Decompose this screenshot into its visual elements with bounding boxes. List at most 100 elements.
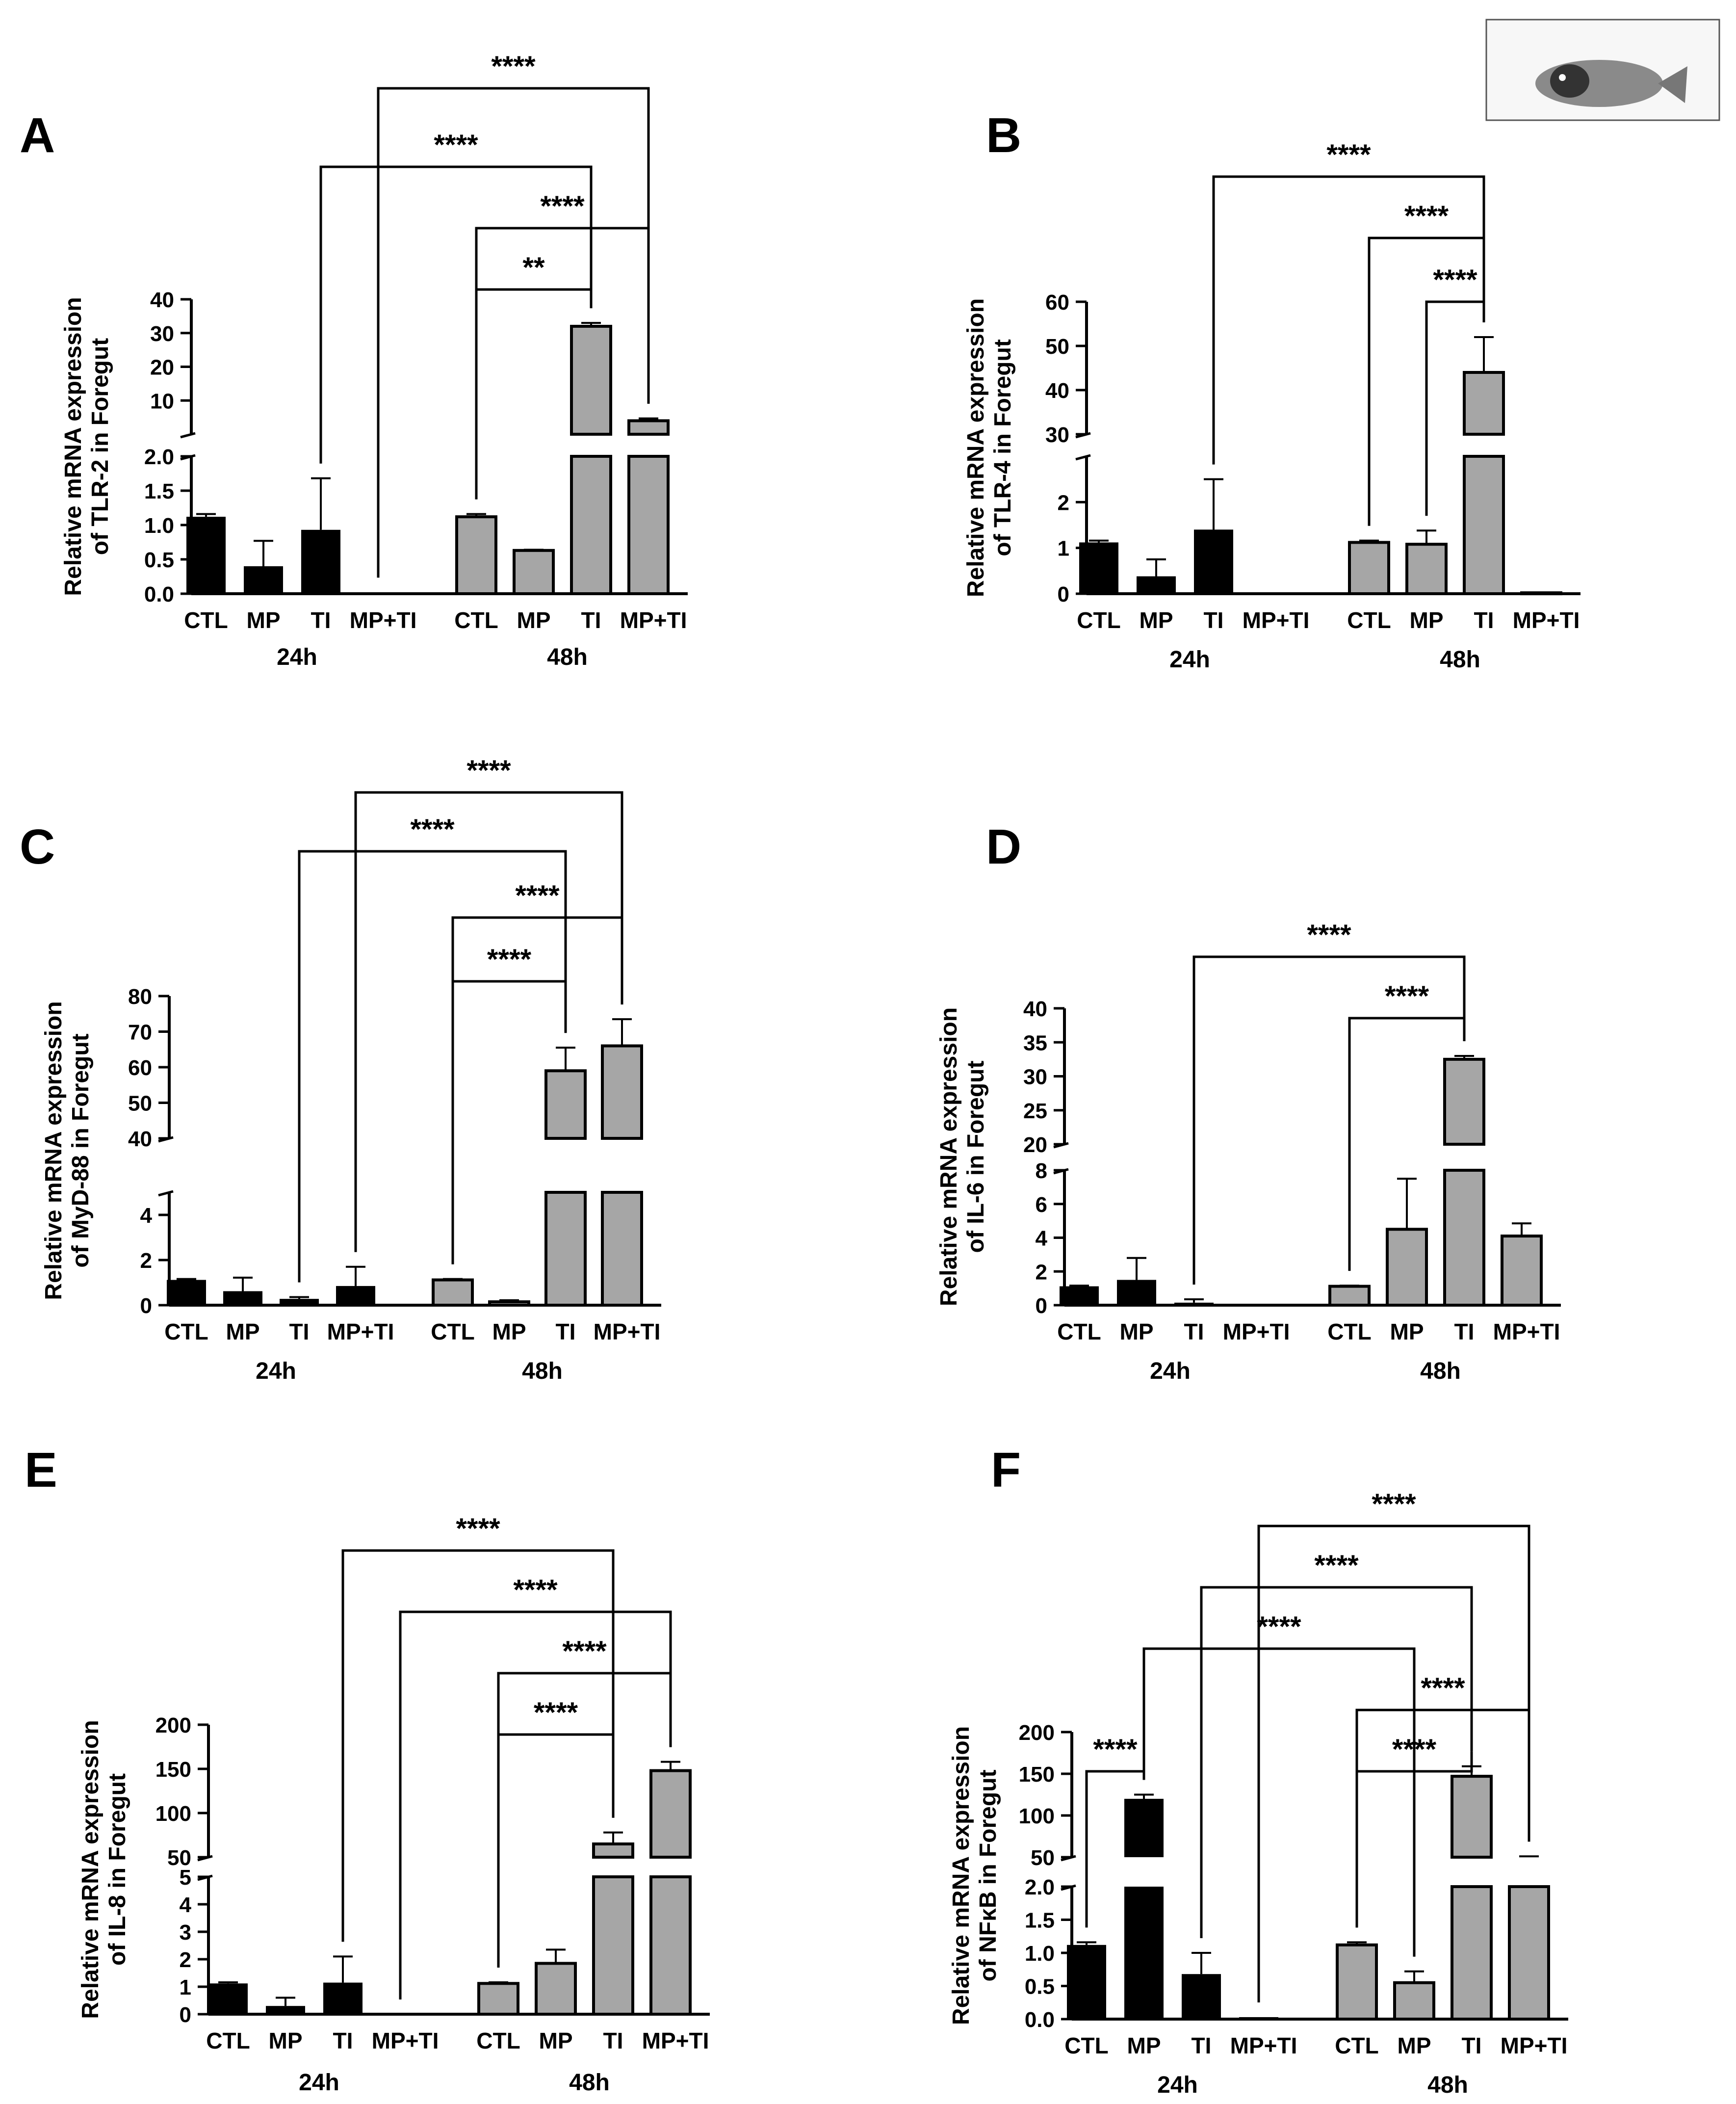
x-category-label: TI [1192,2033,1212,2058]
group-label-24h: 24h [1150,1358,1191,1384]
x-category-label: MP+TI [1493,1319,1560,1344]
y-tick-label: 1.0 [1025,1942,1055,1966]
significance-label: **** [1421,1672,1465,1704]
bar [1393,1981,1435,2021]
y-axis-label: Relative mRNA expression of MyD-88 in For… [41,1001,94,1300]
y-axis-label-line-2: of TLR-2 in Foregut [87,338,113,555]
bar [1451,1885,1493,2021]
x-category-label: MP+TI [327,1319,394,1344]
axis-break-mark [180,432,196,439]
y-axis-label-line-1: Relative mRNA expression [60,297,86,596]
y-tick-label: 50 [1031,1846,1055,1870]
bar [1405,543,1448,595]
y-tick-label: 1.0 [144,514,174,538]
axis-break-mark [158,1136,174,1143]
fish-illustration-icon [1485,19,1720,121]
significance-bracket [319,165,593,464]
bar [186,517,226,594]
x-category-label: TI [289,1319,310,1344]
y-tick-label: 0 [1036,1294,1047,1318]
significance-bracket [451,916,623,1264]
bar [592,1875,634,2016]
bar [1443,1169,1485,1307]
significance-label: **** [534,1697,578,1729]
significance-label: **** [515,880,560,912]
panel-b: B Relative mRNA expression of TLR-4 in For… [963,108,1581,673]
x-category-label: CTL [1057,1319,1101,1344]
x-category-label: CTL [1077,607,1120,633]
x-category-label: TI [1184,1319,1204,1344]
axis-break-gap [1462,436,1506,455]
x-category-label: TI [333,2028,353,2053]
bar [1463,455,1505,595]
y-tick-label: 4 [1036,1227,1048,1251]
x-category-label: MP [1398,2033,1431,2058]
x-category-label: MP [269,2028,303,2053]
significance-bracket [1192,955,1466,1285]
bar [1137,576,1176,594]
panel-letter: B [986,108,1021,163]
axis-break-gap [600,1140,644,1191]
bar-upper [1451,1775,1493,1859]
axis-break-gap [1450,1859,1494,1885]
bar [1194,529,1233,594]
bar [301,529,340,594]
significance-bracket [1368,237,1485,526]
fish-head [1550,64,1589,98]
x-category-label: MP [1410,607,1444,633]
x-category-label: CTL [1064,2033,1108,2058]
x-category-label: CTL [1327,1319,1371,1344]
bar [280,1299,319,1305]
panel-letter: F [991,1443,1021,1498]
x-category-label: MP+TI [372,2028,439,2053]
bar-upper [649,1769,692,1859]
significance-label: **** [1392,1734,1437,1765]
group-label-48h: 48h [569,2070,610,2096]
significance-label: **** [1093,1734,1138,1765]
significance-label: **** [1404,200,1449,232]
y-tick-label: 0.5 [1025,1975,1055,1999]
group-label-48h: 48h [1440,647,1480,673]
axis-break-gap [648,1859,693,1875]
significance-label: **** [1433,264,1477,296]
bar [208,1983,248,2014]
axis-break-mark [197,1855,213,1862]
y-tick-label: 30 [1023,1065,1047,1089]
axis-break-mark [1053,1142,1069,1149]
y-tick-label: 40 [128,1127,152,1151]
x-category-label: MP [1140,607,1173,633]
y-tick-label: 4 [180,1893,192,1917]
x-category-label: TI [1462,2033,1482,2058]
bar [1386,1228,1428,1307]
y-tick-label: 0.0 [144,582,174,606]
group-label-24h: 24h [1169,647,1210,673]
bar [323,1982,363,2014]
x-category-label: CTL [454,607,498,633]
significance-label: **** [487,944,532,975]
bar [1117,1280,1156,1305]
bar [455,515,497,595]
x-category-label: MP+TI [1501,2033,1568,2058]
bar-upper [592,1842,634,1859]
significance-bracket [1257,1525,1530,2002]
x-category-label: MP+TI [350,607,417,633]
y-tick-label: 50 [167,1846,191,1870]
x-category-label: MP [517,607,551,633]
y-tick-label: 5 [180,1866,191,1890]
bar [266,2006,305,2014]
y-tick-label: 20 [150,356,174,380]
x-category-label: MP [1127,2033,1161,2058]
axis-break-gap [544,1140,588,1191]
bar-upper [570,325,612,436]
panel-letter: D [986,819,1021,874]
panel-c: C Relative mRNA expression of MyD-88 in Fo… [20,755,661,1384]
y-tick-label: 10 [150,389,174,413]
significance-label: **** [562,1635,607,1667]
bar [544,1191,587,1307]
y-tick-label: 2.0 [144,445,174,469]
x-category-label: MP+TI [642,2028,709,2053]
significance-bracket [1348,1017,1466,1271]
bar [649,1875,692,2016]
significance-bracket [475,288,593,500]
bar [627,455,670,595]
